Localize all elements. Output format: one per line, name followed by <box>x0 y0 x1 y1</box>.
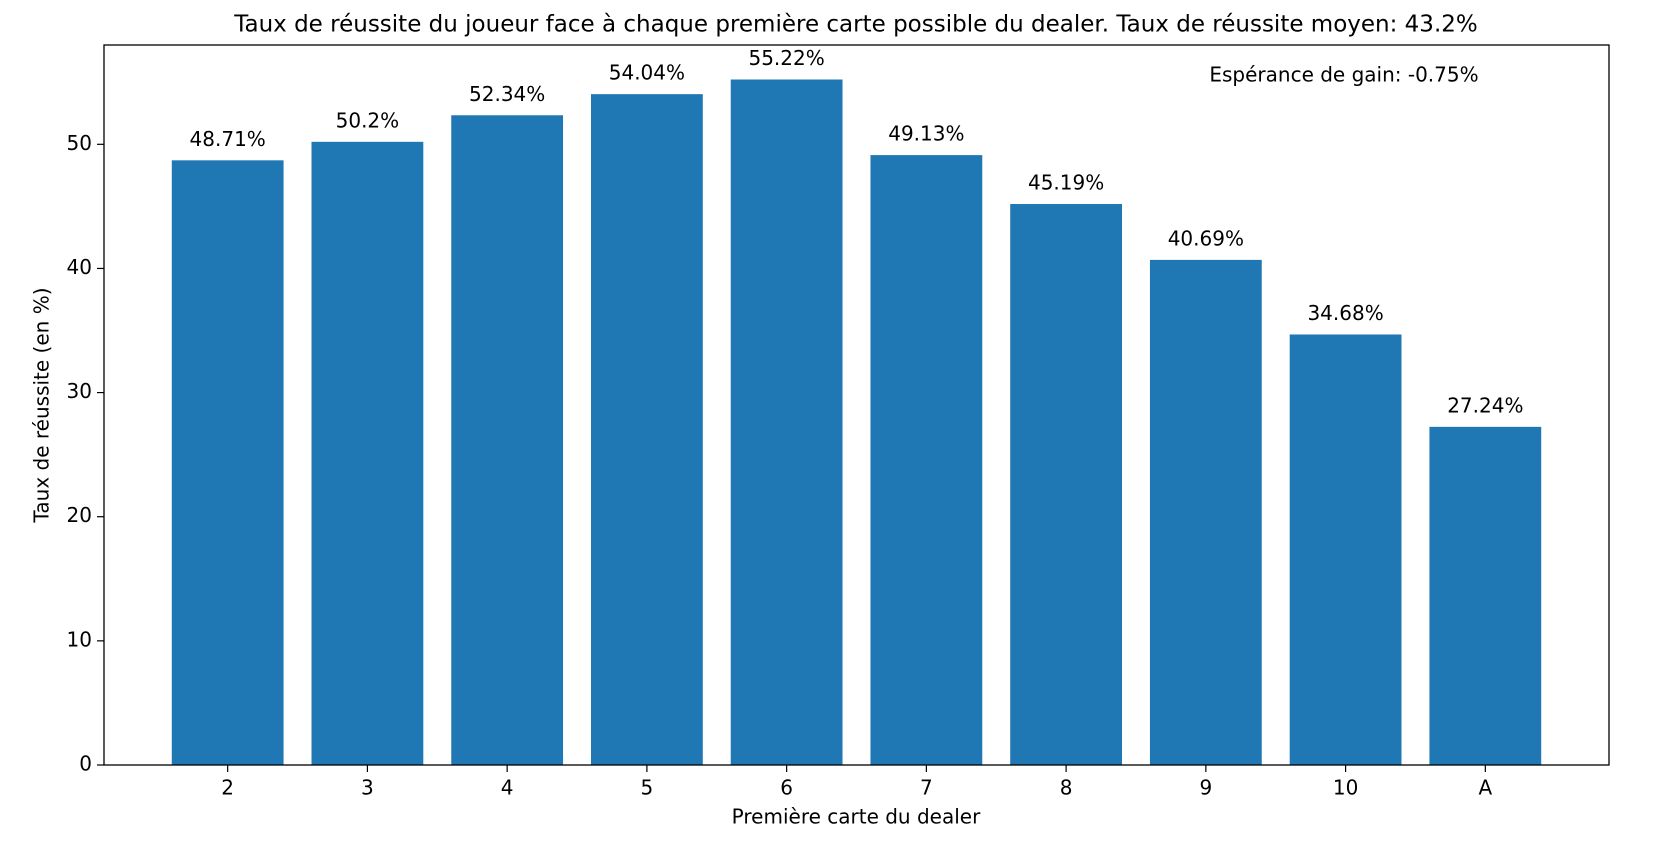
x-tick-label: A <box>1478 776 1492 800</box>
bar <box>1429 426 1542 765</box>
y-tick-label: 20 <box>67 503 92 527</box>
x-tick-label: 5 <box>641 776 654 800</box>
value-label: 34.68% <box>1307 301 1383 325</box>
bar <box>311 141 424 766</box>
x-tick-label: 7 <box>920 776 933 800</box>
y-axis-label: Taux de réussite (en %) <box>30 288 54 524</box>
annotation: Espérance de gain: -0.75% <box>1209 63 1478 87</box>
y-tick-label: 50 <box>67 131 92 155</box>
y-tick-label: 10 <box>67 627 92 651</box>
value-label: 40.69% <box>1168 226 1244 250</box>
bar <box>451 115 564 765</box>
value-label: 49.13% <box>888 122 964 146</box>
x-tick-label: 6 <box>780 776 793 800</box>
x-tick-label: 3 <box>361 776 374 800</box>
x-axis-label: Première carte du dealer <box>732 805 981 829</box>
value-label: 48.71% <box>190 127 266 151</box>
bar <box>1149 259 1262 765</box>
bar <box>1010 204 1123 765</box>
value-label: 55.22% <box>748 46 824 70</box>
value-label: 50.2% <box>336 108 400 132</box>
y-tick-label: 40 <box>67 255 92 279</box>
bar <box>1289 334 1402 765</box>
chart-title: Taux de réussite du joueur face à chaque… <box>233 12 1478 38</box>
x-tick-label: 2 <box>221 776 234 800</box>
bar <box>171 160 284 765</box>
bar <box>730 79 843 765</box>
value-label: 45.19% <box>1028 171 1104 195</box>
y-tick-label: 0 <box>79 752 92 776</box>
bar <box>870 155 983 765</box>
x-tick-label: 8 <box>1060 776 1073 800</box>
value-label: 54.04% <box>609 61 685 85</box>
bar <box>590 94 703 765</box>
plot-frame <box>103 44 1610 766</box>
x-tick-label: 10 <box>1333 776 1358 800</box>
value-label: 27.24% <box>1447 393 1523 417</box>
x-tick-label: 9 <box>1199 776 1212 800</box>
value-label: 52.34% <box>469 82 545 106</box>
x-tick-label: 4 <box>501 776 514 800</box>
y-tick-label: 30 <box>67 379 92 403</box>
